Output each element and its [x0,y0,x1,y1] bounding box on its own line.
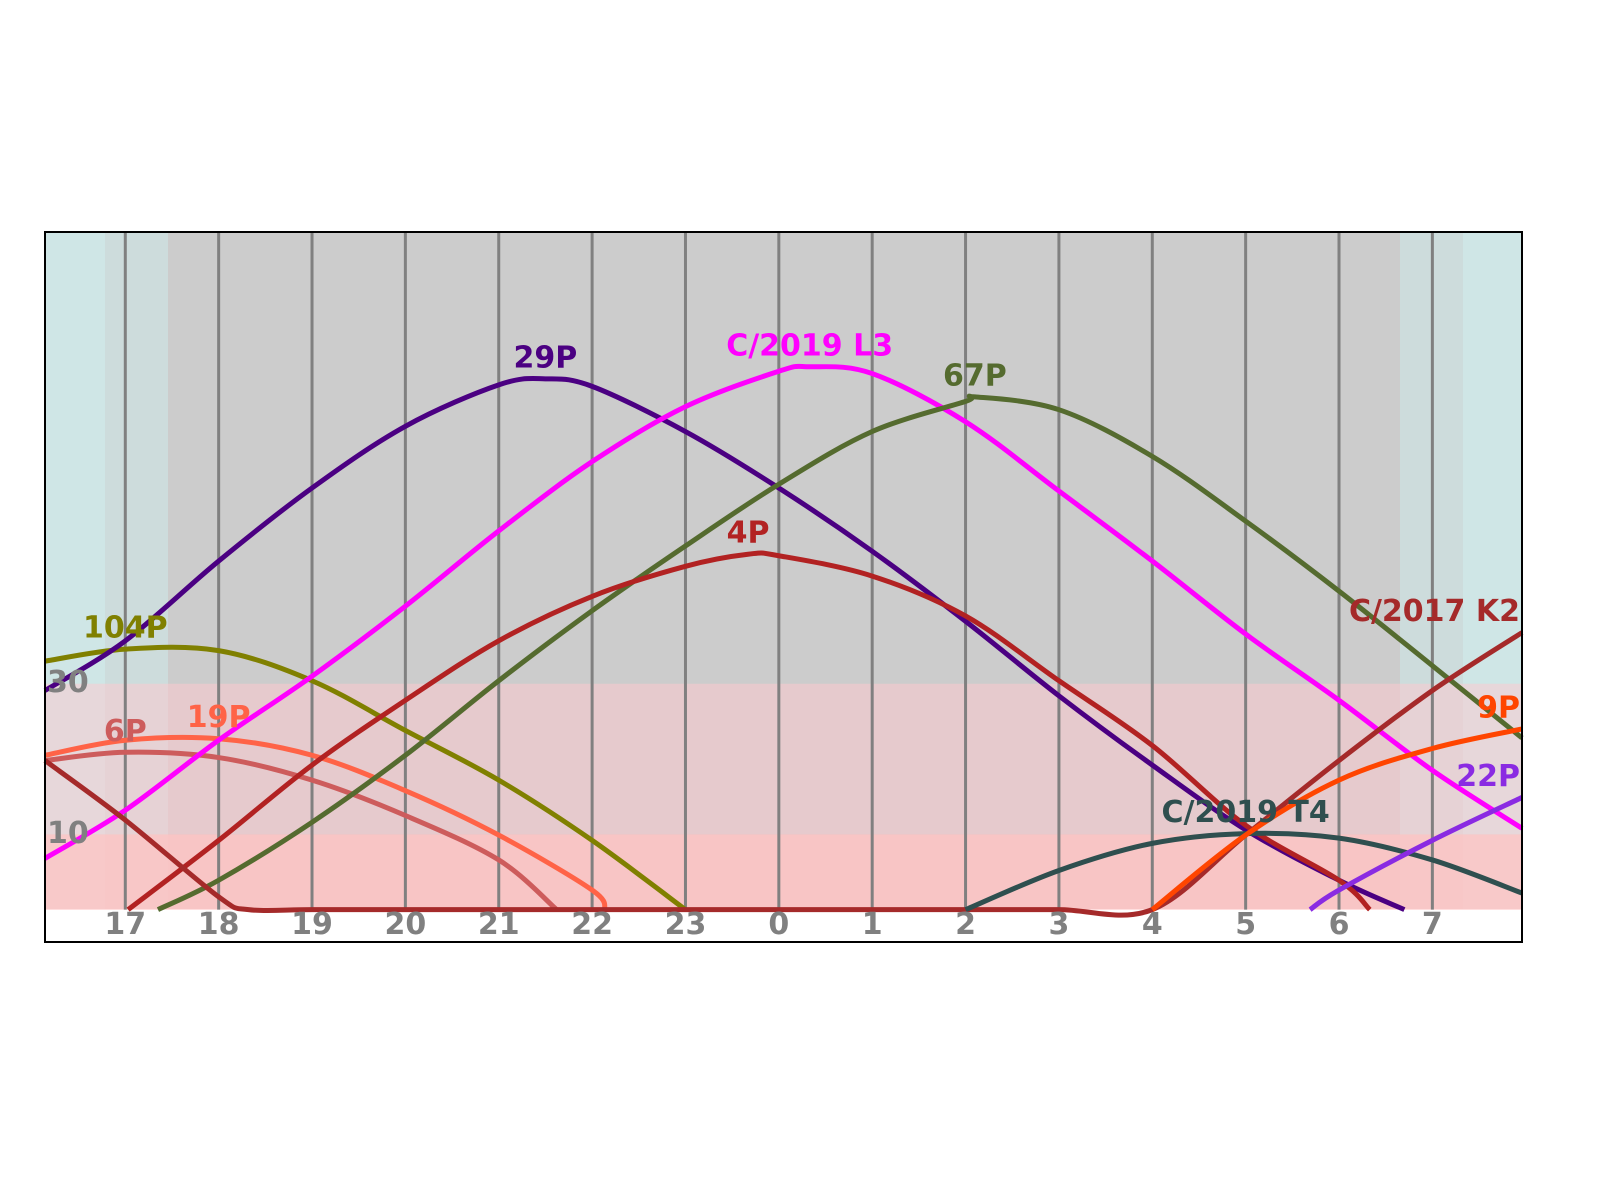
legend-label: 104P [83,611,168,646]
y-tick-label: 10 [47,816,89,851]
legend-label: C/2017 K2 [1349,594,1520,629]
comet-line [43,376,1406,912]
comet-line [43,363,1524,861]
x-tick-label: 5 [1235,907,1256,942]
x-tick-label: 23 [665,907,707,942]
comet-line [44,644,687,912]
x-tick-label: 19 [291,907,333,942]
comet-line [156,393,1524,912]
comet-line [1308,795,1524,912]
x-tick-label: 7 [1422,907,1443,942]
legend-label: C/2019 T4 [1162,795,1330,830]
x-tick-label: 6 [1329,907,1350,942]
comet-line [44,749,559,912]
legend-label: C/2019 L3 [726,328,893,363]
legend-label: 22P [1456,759,1520,794]
horizon-band [45,834,1522,910]
comet-line [1150,726,1523,912]
y-tick-label: 30 [47,665,89,700]
x-tick-label: 1 [862,907,883,942]
legend-label: 4P [727,516,770,551]
x-tick-label: 17 [104,907,146,942]
legend-label: 29P [514,340,578,375]
x-tick-label: 18 [198,907,240,942]
comet-line [126,550,1372,912]
legend-label: 6P [104,714,147,749]
x-tick-label: 2 [955,907,976,942]
comet-line [43,630,1524,918]
x-tick-label: 21 [478,907,520,942]
comet-line [44,734,608,912]
legend-label: 19P [187,700,251,735]
x-tick-label: 22 [571,907,613,942]
plot-frame [44,231,1523,943]
legend-label: 9P [1477,690,1520,725]
sky-shading [45,232,1522,910]
legend-label: 67P [943,358,1007,393]
x-tick-label: 20 [385,907,427,942]
x-tick-label: 0 [768,907,789,942]
x-tick-label: 4 [1142,907,1163,942]
x-tick-label: 3 [1048,907,1069,942]
